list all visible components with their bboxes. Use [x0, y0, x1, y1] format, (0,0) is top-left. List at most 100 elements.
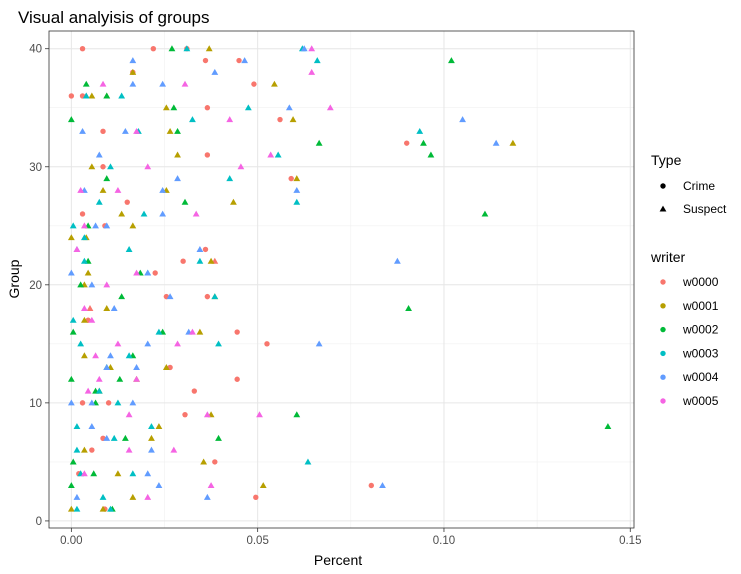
suspect-point-w0005	[114, 186, 122, 193]
suspect-point-w0001	[289, 116, 297, 123]
suspect-point-w0003	[313, 57, 321, 64]
suspect-point-w0003	[140, 210, 148, 217]
suspect-point-w0004	[315, 340, 323, 347]
legend-label-w0002: w0002	[682, 323, 719, 337]
suspect-point-w0004	[203, 493, 211, 500]
suspect-point-w0004	[121, 127, 129, 134]
suspect-point-w0003	[73, 505, 81, 512]
suspect-point-w0005	[174, 340, 181, 347]
suspect-point-w0005	[237, 163, 245, 170]
suspect-point-w0001	[103, 305, 111, 311]
suspect-point-w0005	[267, 151, 275, 158]
suspect-point-w0001	[80, 352, 88, 359]
suspect-point-w0005	[181, 80, 189, 87]
suspect-point-w0004	[159, 80, 167, 87]
suspect-point-w0001	[196, 328, 204, 335]
suspect-point-w0001	[118, 210, 126, 217]
crime-point-w0000	[202, 246, 209, 253]
suspect-point-w0003	[118, 92, 126, 99]
y-tick-label: 30	[29, 162, 42, 174]
chart-title: Visual analyisis of groups	[18, 8, 210, 27]
suspect-point-w0003	[416, 127, 424, 134]
suspect-point-w0003	[95, 198, 103, 205]
suspect-point-w0002	[170, 104, 178, 111]
crime-point-w0000	[100, 128, 106, 135]
suspect-point-w0001	[166, 127, 174, 134]
suspect-point-w0002	[174, 127, 181, 134]
suspect-point-w0005	[103, 281, 111, 288]
legend-key-w0004	[660, 374, 666, 380]
legend-label-w0000: w0000	[682, 275, 719, 289]
y-axis: 0 10 20 30 40	[29, 44, 49, 528]
x-tick-label: 0.05	[246, 535, 268, 547]
suspect-point-w0001	[99, 505, 107, 512]
suspect-point-w0001	[80, 446, 88, 453]
suspect-point-w0005	[92, 352, 99, 359]
suspect-point-w0004	[103, 434, 111, 441]
suspect-point-w0003	[69, 222, 77, 229]
suspect-point-w0001	[162, 364, 170, 370]
legend-key-w0002	[660, 326, 666, 333]
suspect-point-w0001	[67, 234, 75, 241]
suspect-point-w0004	[103, 222, 111, 229]
suspect-point-w0003	[211, 293, 219, 300]
suspect-point-w0005	[80, 470, 88, 477]
suspect-point-w0003	[95, 387, 103, 394]
legend-label-w0001: w0001	[682, 299, 719, 313]
crime-point-w0000	[100, 164, 106, 170]
suspect-point-w0004	[300, 45, 308, 52]
crime-point-w0000	[191, 388, 198, 394]
suspect-point-w0004	[67, 399, 75, 406]
suspect-point-w0001	[84, 269, 92, 276]
crime-point-w0000	[150, 46, 157, 52]
suspect-point-w0005	[133, 269, 140, 276]
suspect-point-w0002	[604, 423, 612, 430]
suspect-point-w0004	[159, 186, 167, 193]
suspect-point-w0003	[244, 104, 252, 111]
suspect-point-w0005	[73, 245, 81, 252]
suspect-point-w0003	[129, 470, 137, 477]
suspect-point-w0005	[77, 186, 85, 193]
crime-point-w0000	[368, 482, 375, 489]
suspect-point-w0001	[155, 423, 163, 430]
suspect-point-w0002	[103, 92, 111, 99]
suspect-point-w0003	[125, 352, 133, 359]
suspect-point-w0001	[174, 151, 181, 158]
suspect-point-w0005	[192, 210, 200, 217]
suspect-point-w0003	[73, 446, 81, 453]
crime-point-w0000	[404, 140, 410, 146]
crime-point-w0000	[204, 293, 211, 300]
suspect-point-w0005	[308, 68, 316, 75]
suspect-point-w0003	[99, 493, 107, 500]
suspect-point-w0001	[259, 482, 267, 489]
suspect-point-w0005	[84, 387, 92, 394]
suspect-point-w0003	[80, 234, 88, 241]
suspect-point-w0005	[125, 446, 133, 453]
suspect-point-w0004	[95, 151, 103, 158]
crime-point-w0000	[251, 81, 257, 87]
suspect-point-w0001	[88, 92, 96, 99]
plot-panel	[48, 30, 635, 529]
suspect-point-w0004	[285, 104, 293, 111]
suspect-point-w0002	[420, 139, 427, 146]
suspect-point-w0002	[121, 434, 129, 441]
suspect-point-w0001	[162, 104, 170, 111]
suspect-point-w0003	[293, 198, 301, 205]
crime-point-w0000	[234, 376, 240, 382]
suspect-point-w0004	[144, 470, 152, 477]
crime-point-w0000	[236, 57, 242, 64]
suspect-point-w0003	[80, 257, 88, 264]
suspect-point-w0002	[293, 411, 301, 418]
suspect-point-w0001	[129, 493, 137, 500]
crime-point-w0000	[204, 105, 211, 111]
suspect-point-w0004	[492, 139, 500, 146]
crime-point-w0000	[202, 57, 209, 64]
suspect-point-w0001	[99, 186, 107, 193]
suspect-point-w0003	[114, 399, 122, 406]
crime-point-w0000	[277, 116, 283, 123]
legend-key-crime	[660, 183, 666, 189]
suspect-point-w0002	[405, 305, 412, 311]
suspect-point-w0000	[86, 305, 94, 311]
suspect-point-w0001	[129, 222, 137, 229]
plot-panel-border	[48, 30, 635, 529]
